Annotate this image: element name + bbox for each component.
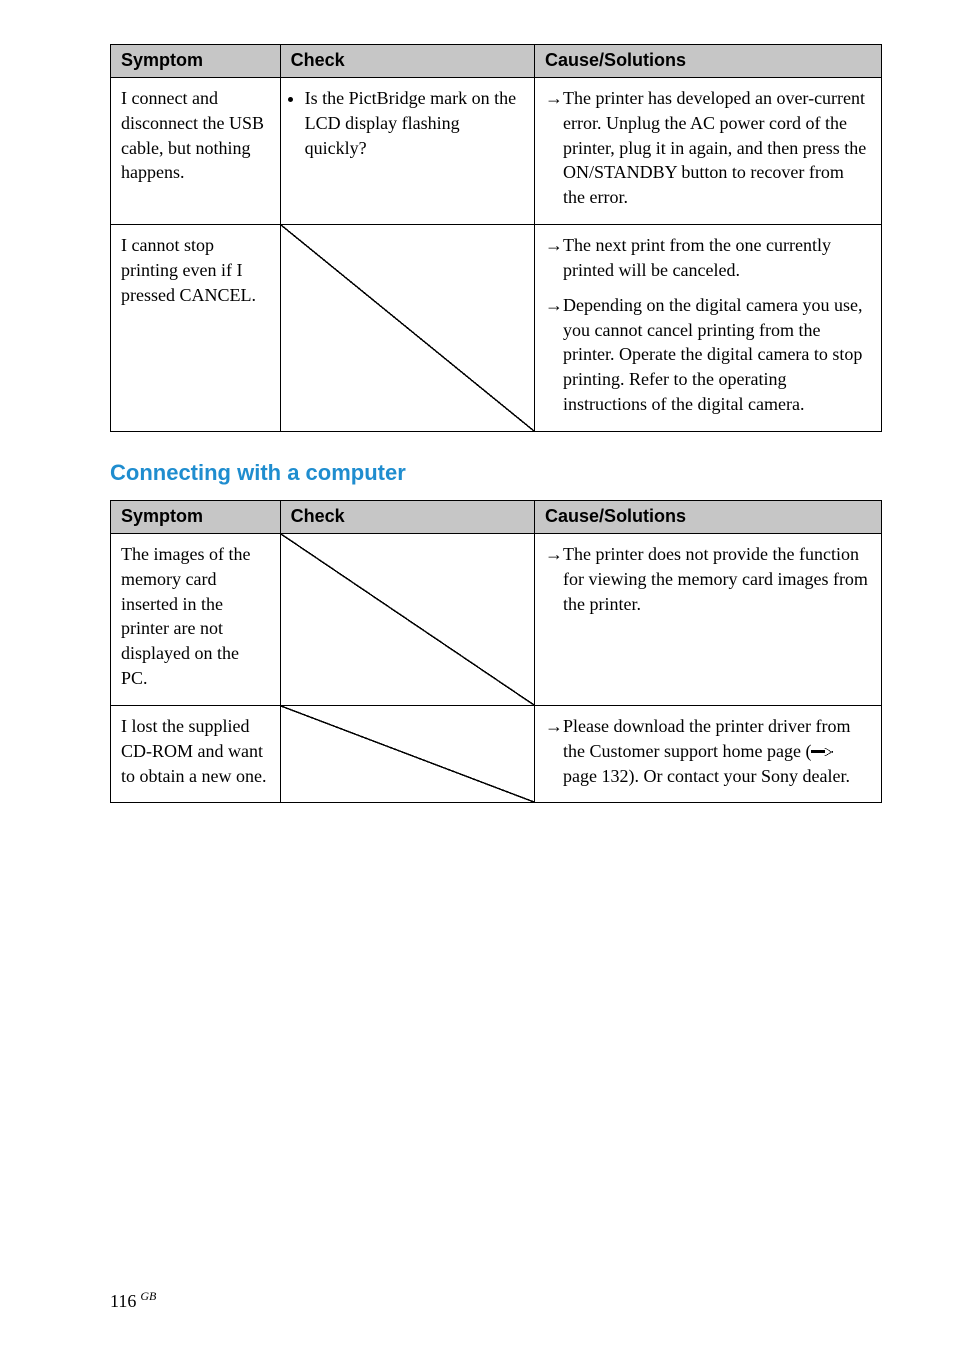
table2-header-solutions: Cause/Solutions	[535, 500, 882, 533]
table-row: I connect and disconnect the USB cable, …	[111, 78, 882, 225]
table1-header-check: Check	[280, 45, 534, 78]
solution-item: The next print from the one currently pr…	[545, 233, 869, 283]
table1-body: I connect and disconnect the USB cable, …	[111, 78, 882, 432]
solutions-list: The printer does not provide the functio…	[545, 542, 869, 616]
solutions-list: Please download the printer driver from …	[545, 714, 869, 788]
check-cell: Is the PictBridge mark on the LCD displa…	[280, 78, 534, 225]
symptom-cell: I cannot stop printing even if I pressed…	[111, 225, 281, 432]
solutions-cell: Please download the printer driver from …	[535, 705, 882, 802]
page-root: Symptom Check Cause/Solutions I connect …	[0, 0, 954, 1352]
table2-header-check: Check	[280, 500, 534, 533]
solution-item: The printer does not provide the functio…	[545, 542, 869, 616]
table1-header-solutions: Cause/Solutions	[535, 45, 882, 78]
section-heading-connecting: Connecting with a computer	[110, 460, 882, 486]
troubleshoot-table-2: Symptom Check Cause/Solutions The images…	[110, 500, 882, 803]
check-cell	[280, 533, 534, 705]
solution-item: Please download the printer driver from …	[545, 714, 869, 788]
page-ref-arrow-icon: page 132). Or contact your Sony dealer.	[563, 741, 850, 786]
page-number: 116 GB	[110, 1289, 156, 1312]
troubleshoot-table-1: Symptom Check Cause/Solutions I connect …	[110, 44, 882, 432]
page-number-suffix: GB	[140, 1289, 156, 1303]
table2-header-symptom: Symptom	[111, 500, 281, 533]
symptom-cell: I lost the supplied CD-ROM and want to o…	[111, 705, 281, 802]
check-item: Is the PictBridge mark on the LCD displa…	[305, 86, 522, 160]
check-cell	[280, 705, 534, 802]
page-number-value: 116	[110, 1291, 136, 1311]
table1-header-symptom: Symptom	[111, 45, 281, 78]
solution-item: Depending on the digital camera you use,…	[545, 293, 869, 417]
solutions-list: The printer has developed an over-curren…	[545, 86, 869, 210]
check-list: Is the PictBridge mark on the LCD displa…	[291, 86, 522, 160]
solutions-list: The next print from the one currently pr…	[545, 233, 869, 417]
solutions-cell: The printer does not provide the functio…	[535, 533, 882, 705]
table2-body: The images of the memory card inserted i…	[111, 533, 882, 802]
solutions-cell: The printer has developed an over-curren…	[535, 78, 882, 225]
table-row: I cannot stop printing even if I pressed…	[111, 225, 882, 432]
table-row: The images of the memory card inserted i…	[111, 533, 882, 705]
symptom-cell: I connect and disconnect the USB cable, …	[111, 78, 281, 225]
solutions-cell: The next print from the one currently pr…	[535, 225, 882, 432]
symptom-cell: The images of the memory card inserted i…	[111, 533, 281, 705]
check-cell	[280, 225, 534, 432]
table-row: I lost the supplied CD-ROM and want to o…	[111, 705, 882, 802]
solution-item: The printer has developed an over-curren…	[545, 86, 869, 210]
